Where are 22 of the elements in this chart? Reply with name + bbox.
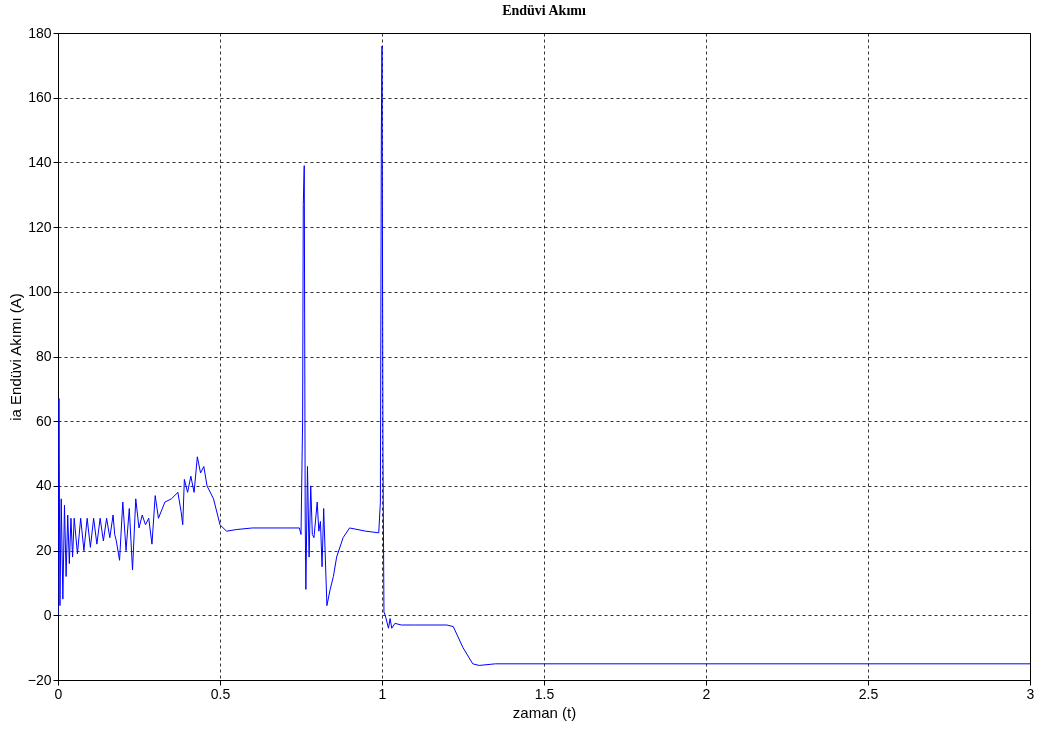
x-tick-label: 0 <box>54 685 63 702</box>
y-tick-label: 80 <box>35 348 52 364</box>
y-tick-label: −20 <box>27 671 52 688</box>
x-tick-label: 1.5 <box>534 685 555 702</box>
y-axis-title: ia Endüvi Akımı (A) <box>6 293 24 421</box>
x-axis-title: zaman (t) <box>512 703 577 721</box>
line-series <box>58 45 1030 666</box>
y-tick-label: 0 <box>43 606 52 623</box>
x-tick-label: 1 <box>378 685 387 702</box>
x-tick-label: 3 <box>1026 685 1035 702</box>
x-tick-label: 2 <box>702 685 711 702</box>
y-tick-label: 40 <box>35 477 52 494</box>
y-tick-label: 160 <box>28 89 52 106</box>
y-tick-label: 120 <box>28 218 52 235</box>
y-tick-label: 180 <box>28 24 52 41</box>
y-tick-label: 60 <box>35 412 52 429</box>
y-tick-label: 100 <box>28 283 52 300</box>
x-tick-label: 2.5 <box>858 685 879 702</box>
chart-title: Endüvi Akımı <box>502 3 586 18</box>
x-tick-label: 0.5 <box>210 685 231 702</box>
y-tick-label: 140 <box>28 153 52 170</box>
y-tick-label: 20 <box>35 542 52 559</box>
